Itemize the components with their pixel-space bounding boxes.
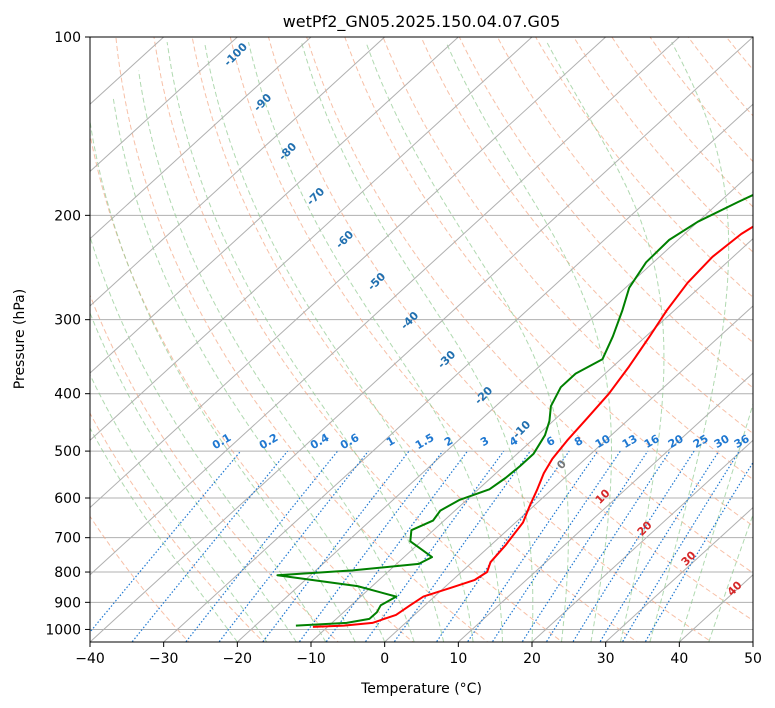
plot-frame [89, 36, 754, 643]
moist-adiabat-line [300, 41, 534, 642]
isotherm-line [310, 237, 753, 642]
moist-adiabat-line [546, 41, 665, 642]
moist-adiabat-line [90, 427, 238, 642]
mixing-ratio-line [599, 450, 720, 642]
moist-adiabat-line [138, 70, 415, 642]
moist-adiabats [90, 41, 753, 642]
x-tick-label: 0 [380, 651, 389, 667]
x-tick-label: −30 [149, 651, 179, 667]
dry-adiabat-line [458, 37, 753, 389]
moist-adiabat-line [445, 41, 612, 642]
isotherm-line [531, 439, 753, 642]
moist-adiabat-line [166, 42, 445, 642]
y-tick-label: 100 [54, 30, 81, 46]
isotherm-line [90, 37, 386, 307]
mixing-ratio-lines [90, 450, 753, 642]
y-axis: 100 200 300 400 500 600 700 800 900 1000 [45, 30, 90, 638]
profile-series [276, 193, 753, 628]
isotherm-line [90, 37, 753, 642]
x-tick-label: 20 [523, 651, 541, 667]
moist-adiabat-line [204, 42, 474, 642]
moist-adiabat-line [678, 402, 753, 642]
mixing-ratio-line [644, 461, 753, 642]
isotherm-line [90, 37, 312, 240]
x-tick-label: 10 [449, 651, 467, 667]
mixing-ratio-line [621, 450, 740, 642]
x-axis: −40 −30 −20 −10 0 10 20 30 40 50 [75, 642, 762, 667]
isotherm-line [90, 37, 459, 374]
isotherm-line [236, 170, 753, 642]
y-tick-label: 500 [54, 444, 81, 460]
isotherm-line [90, 37, 238, 173]
y-tick-label: 1000 [45, 622, 81, 638]
dry-adiabat-line [229, 37, 713, 642]
mixing-ratio-line [491, 450, 621, 642]
isotherms [90, 37, 753, 642]
mixing-ratio-line [262, 450, 410, 642]
dry-adiabat-line [496, 37, 753, 344]
chart-title: wetPf2_GN05.2025.150.04.07.G05 [283, 12, 561, 32]
isotherm-line [90, 37, 680, 576]
y-tick-label: 400 [54, 387, 81, 403]
dry-adiabat-line [611, 37, 753, 208]
mixing-ratio-line [325, 450, 468, 642]
dry-adiabat-line [153, 37, 564, 642]
moist-adiabat-line [90, 311, 297, 642]
y-tick-label: 300 [54, 313, 81, 329]
dry-adiabat-line [420, 37, 753, 435]
isotherm-line [605, 506, 753, 642]
x-tick-label: 30 [597, 651, 615, 667]
mixing-ratio-line [185, 450, 339, 642]
moist-adiabat-line [649, 41, 730, 642]
dry-adiabat-line [90, 412, 265, 642]
moist-adiabat-line [365, 41, 569, 642]
mixing-ratio-line [90, 450, 242, 633]
mixing-ratio-line [466, 450, 599, 642]
moist-adiabat-line [112, 96, 386, 642]
y-tick-label: 200 [54, 208, 81, 224]
isotherm-line [457, 372, 753, 642]
mixing-ratio-line [298, 450, 444, 642]
plot-area: -100-90-80-70-60-50-40-30-20-10010203040… [90, 37, 753, 642]
y-tick-label: 900 [54, 595, 81, 611]
x-tick-label: −40 [75, 651, 105, 667]
temperature-profile-line [312, 225, 753, 628]
dry-adiabat-line [306, 37, 753, 574]
isotherm-line [163, 103, 753, 642]
y-tick-label: 800 [54, 565, 81, 581]
moist-adiabat-line [708, 513, 753, 642]
dry-adiabat-line [115, 37, 489, 642]
dry-adiabat-line [382, 37, 753, 481]
x-tick-label: 40 [670, 651, 688, 667]
moist-adiabat-line [90, 118, 356, 642]
moist-adiabat-line [248, 41, 503, 642]
x-tick-label: −10 [296, 651, 326, 667]
mixing-ratio-line [218, 450, 369, 642]
x-tick-label: −20 [223, 651, 253, 667]
isotherm-line [90, 37, 533, 442]
y-axis-title: Pressure (hPa) [12, 289, 28, 389]
isotherm-line [90, 37, 607, 509]
dry-adiabat-line [344, 37, 753, 527]
mixing-ratio-line [393, 450, 531, 642]
y-tick-label: 700 [54, 531, 81, 547]
moist-adiabat-line [90, 234, 327, 642]
isotherm-line [384, 305, 753, 642]
x-axis-title: Temperature (°C) [360, 681, 482, 697]
dewpoint-profile-line [276, 193, 753, 627]
y-tick-label: 600 [54, 491, 81, 507]
mixing-ratio-line [521, 450, 649, 642]
dry-adiabat-line [90, 131, 414, 642]
x-tick-label: 50 [744, 651, 762, 667]
